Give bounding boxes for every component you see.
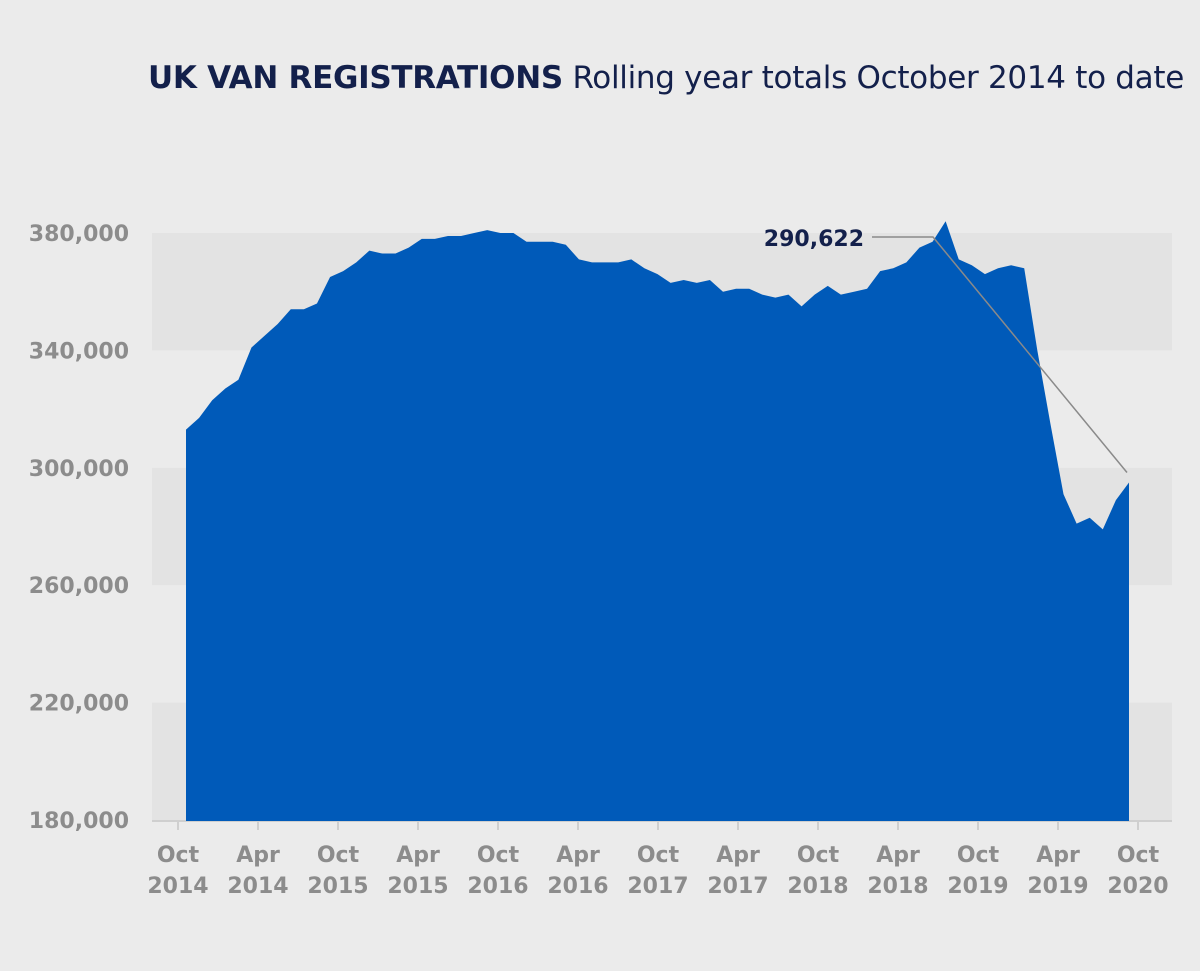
x-tick-label: Apr 2019 bbox=[1027, 843, 1088, 899]
chart-title: UK VAN REGISTRATIONS Rolling year totals… bbox=[148, 60, 1184, 96]
x-tick-label: Oct 2019 bbox=[947, 843, 1008, 899]
x-tick-label: Apr 2015 bbox=[387, 843, 448, 899]
x-tick-label: Apr 2016 bbox=[547, 843, 608, 899]
x-tick-label: Apr 2014 bbox=[227, 843, 288, 899]
x-tick-label: Oct 2014 bbox=[147, 843, 208, 899]
chart-title-subtitle: Rolling year totals October 2014 to date bbox=[572, 60, 1185, 96]
y-tick-label: 300,000 bbox=[29, 457, 129, 482]
chart-title-main: UK VAN REGISTRATIONS bbox=[148, 60, 563, 96]
y-tick-label: 340,000 bbox=[29, 339, 129, 364]
annotation-leader-line bbox=[872, 236, 1128, 473]
x-axis bbox=[152, 820, 1172, 830]
annotation-label: 290,622 bbox=[764, 227, 864, 252]
x-tick-label: Oct 2020 bbox=[1107, 843, 1168, 899]
x-tick-label: Oct 2015 bbox=[307, 843, 368, 899]
y-axis: 180,000 220,000 260,000 300,000 340,000 380,0… bbox=[29, 222, 129, 834]
y-tick-label: 220,000 bbox=[29, 692, 129, 717]
x-tick-label: Oct 2017 bbox=[627, 843, 688, 899]
series-area bbox=[186, 221, 1129, 821]
x-axis-labels: Oct 2014 Apr 2014 Oct 2015 Apr 2015 Oct 2016 Apr 20… bbox=[147, 843, 1168, 899]
x-tick-label: Apr 2017 bbox=[707, 843, 768, 899]
y-tick-label: 180,000 bbox=[29, 809, 129, 834]
x-tick-label: Oct 2018 bbox=[787, 843, 848, 899]
y-tick-label: 260,000 bbox=[29, 574, 129, 599]
x-tick-label: Apr 2018 bbox=[867, 843, 928, 899]
y-tick-label: 380,000 bbox=[29, 222, 129, 247]
x-tick-label: Oct 2016 bbox=[467, 843, 528, 899]
annotation: 290,622 bbox=[764, 227, 1128, 473]
plot-area bbox=[186, 221, 1129, 821]
